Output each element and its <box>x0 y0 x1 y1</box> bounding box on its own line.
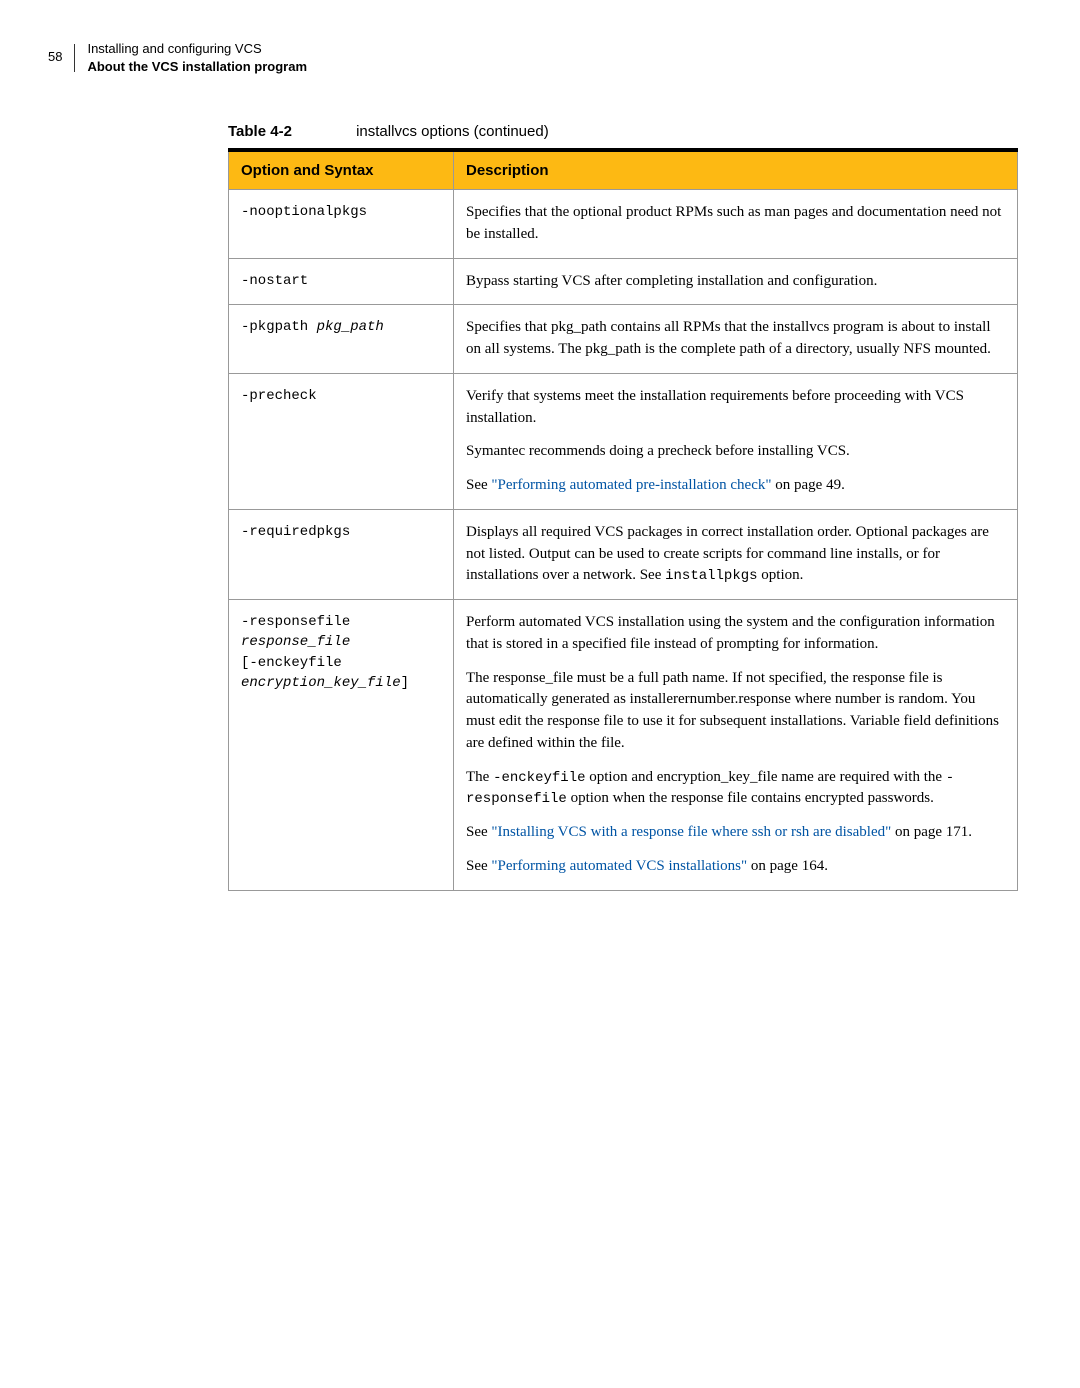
desc-para: The response_file must be a full path na… <box>466 668 1005 755</box>
table-row: -nostart Bypass starting VCS after compl… <box>229 258 1018 305</box>
description-cell: Specifies that pkg_path contains all RPM… <box>454 305 1018 374</box>
option-cell: -requiredpkgs <box>229 509 454 599</box>
col-description: Description <box>454 150 1018 190</box>
desc-para: See "Installing VCS with a response file… <box>466 822 1005 844</box>
description-cell: Displays all required VCS packages in co… <box>454 509 1018 599</box>
cross-ref-link[interactable]: "Installing VCS with a response file whe… <box>491 824 891 840</box>
desc-para: Verify that systems meet the installatio… <box>466 386 1005 430</box>
page-number: 58 <box>48 49 62 64</box>
header-chapter-title: Installing and configuring VCS <box>87 40 307 58</box>
cross-ref-link[interactable]: "Performing automated pre-installation c… <box>491 477 771 493</box>
col-option-syntax: Option and Syntax <box>229 150 454 190</box>
option-cell: -nostart <box>229 258 454 305</box>
desc-para: See "Performing automated VCS installati… <box>466 856 1005 878</box>
desc-para: Symantec recommends doing a precheck bef… <box>466 441 1005 463</box>
table-row: -requiredpkgs Displays all required VCS … <box>229 509 1018 599</box>
desc-para: The -enckeyfile option and encryption_ke… <box>466 767 1005 811</box>
description-cell: Specifies that the optional product RPMs… <box>454 190 1018 259</box>
description-cell: Perform automated VCS installation using… <box>454 600 1018 891</box>
desc-para: Perform automated VCS installation using… <box>466 612 1005 656</box>
page-header: 58 Installing and configuring VCS About … <box>48 40 1020 75</box>
header-titles: Installing and configuring VCS About the… <box>87 40 307 75</box>
table-caption-label: Table 4-2 <box>228 123 292 140</box>
header-divider <box>74 44 75 72</box>
description-cell: Bypass starting VCS after completing ins… <box>454 258 1018 305</box>
table-caption: Table 4-2 installvcs options (continued) <box>228 123 1020 140</box>
table-header-row: Option and Syntax Description <box>229 150 1018 190</box>
header-section-title: About the VCS installation program <box>87 58 307 76</box>
table-row: -pkgpath pkg_path Specifies that pkg_pat… <box>229 305 1018 374</box>
option-cell: -nooptionalpkgs <box>229 190 454 259</box>
table-row: -nooptionalpkgs Specifies that the optio… <box>229 190 1018 259</box>
option-cell: -responsefile response_file [-enckeyfile… <box>229 600 454 891</box>
table-caption-text: installvcs options (continued) <box>356 123 549 140</box>
desc-para: See "Performing automated pre-installati… <box>466 475 1005 497</box>
cross-ref-link[interactable]: "Performing automated VCS installations" <box>491 858 747 874</box>
description-cell: Verify that systems meet the installatio… <box>454 373 1018 509</box>
option-cell: -precheck <box>229 373 454 509</box>
table-row: -responsefile response_file [-enckeyfile… <box>229 600 1018 891</box>
options-table: Option and Syntax Description -nooptiona… <box>228 148 1018 891</box>
table-row: -precheck Verify that systems meet the i… <box>229 373 1018 509</box>
option-cell: -pkgpath pkg_path <box>229 305 454 374</box>
